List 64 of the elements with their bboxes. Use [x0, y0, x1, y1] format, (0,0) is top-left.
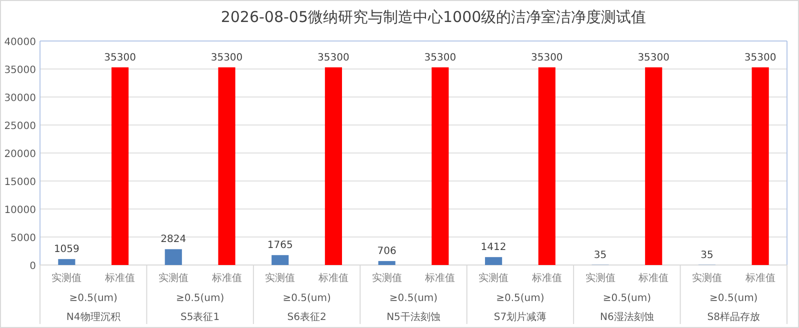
- x-tick-label: 标准值: [638, 272, 669, 284]
- bar: [112, 67, 129, 265]
- data-label: 35300: [638, 52, 670, 64]
- bar: [645, 67, 662, 265]
- y-tick-label: 20000: [4, 149, 36, 160]
- x-tick-label: 实测值: [265, 272, 296, 284]
- bar: [538, 67, 556, 265]
- text: ≥0.5(um): [496, 293, 544, 304]
- bar: [58, 259, 76, 265]
- y-tick-label: 10000: [4, 205, 36, 216]
- x-tick-label: 标准值: [317, 272, 348, 284]
- text: ≥0.5(um): [710, 293, 758, 304]
- data-label: 35300: [424, 52, 456, 64]
- data-label: 1412: [480, 242, 506, 254]
- text: N6湿法刻蚀: [600, 311, 654, 323]
- data-label: 35300: [530, 52, 563, 64]
- y-tick-label: 40000: [4, 37, 36, 48]
- text: ≥0.5(um): [602, 293, 652, 304]
- x-tick-label: 实测值: [158, 272, 188, 284]
- x-tick-label: 实测值: [692, 272, 722, 284]
- text: S8样品存放: [707, 311, 760, 323]
- y-tick-label: 15000: [4, 177, 36, 188]
- y-tick-label: 35000: [4, 65, 36, 76]
- x-tick-label: 实测值: [52, 272, 82, 284]
- data-label: 2824: [160, 234, 186, 246]
- data-label: 35300: [744, 52, 776, 64]
- data-label: 1059: [54, 244, 80, 256]
- x-tick-label: 实测值: [585, 272, 616, 284]
- text: N5干法刻蚀: [386, 311, 440, 323]
- text: S6表征2: [287, 311, 326, 323]
- data-label: 35: [700, 250, 714, 261]
- bar: [218, 67, 236, 265]
- y-tick-label: 0: [30, 261, 36, 272]
- data-label: 1765: [267, 240, 293, 252]
- text: ≥0.5(um): [389, 293, 438, 304]
- text: S5表征1: [180, 311, 220, 323]
- bar: [752, 67, 769, 265]
- text: S7划片减薄: [494, 311, 547, 323]
- text: N4物理沉积: [66, 311, 120, 323]
- x-tick-label: 标准值: [104, 272, 136, 284]
- x-tick-label: 标准值: [424, 272, 456, 284]
- x-tick-label: 标准值: [210, 272, 242, 284]
- chart-title: 2026-08-05微纳研究与制造中心1000级的洁净室洁净度测试值: [220, 8, 646, 26]
- text: ≥0.5(um): [282, 293, 331, 304]
- bar: [324, 67, 342, 265]
- bar: [378, 261, 396, 265]
- text: ≥0.5(um): [176, 293, 224, 304]
- bar: [432, 67, 449, 265]
- x-tick-label: 实测值: [478, 272, 509, 284]
- bar: [272, 255, 289, 265]
- y-tick-label: 30000: [4, 93, 36, 104]
- data-label: 35: [594, 250, 607, 261]
- y-tick-label: 5000: [10, 233, 36, 244]
- y-tick-label: 25000: [4, 121, 36, 132]
- x-tick-label: 实测值: [372, 272, 402, 284]
- data-label: 35300: [318, 52, 350, 64]
- data-label: 706: [377, 246, 396, 258]
- data-label: 35300: [104, 52, 136, 64]
- bar: [485, 257, 502, 265]
- x-tick-label: 标准值: [744, 272, 776, 284]
- data-label: 35300: [210, 52, 243, 64]
- text: ≥0.5(um): [69, 293, 118, 304]
- x-tick-label: 标准值: [530, 272, 562, 284]
- bar: [164, 249, 182, 265]
